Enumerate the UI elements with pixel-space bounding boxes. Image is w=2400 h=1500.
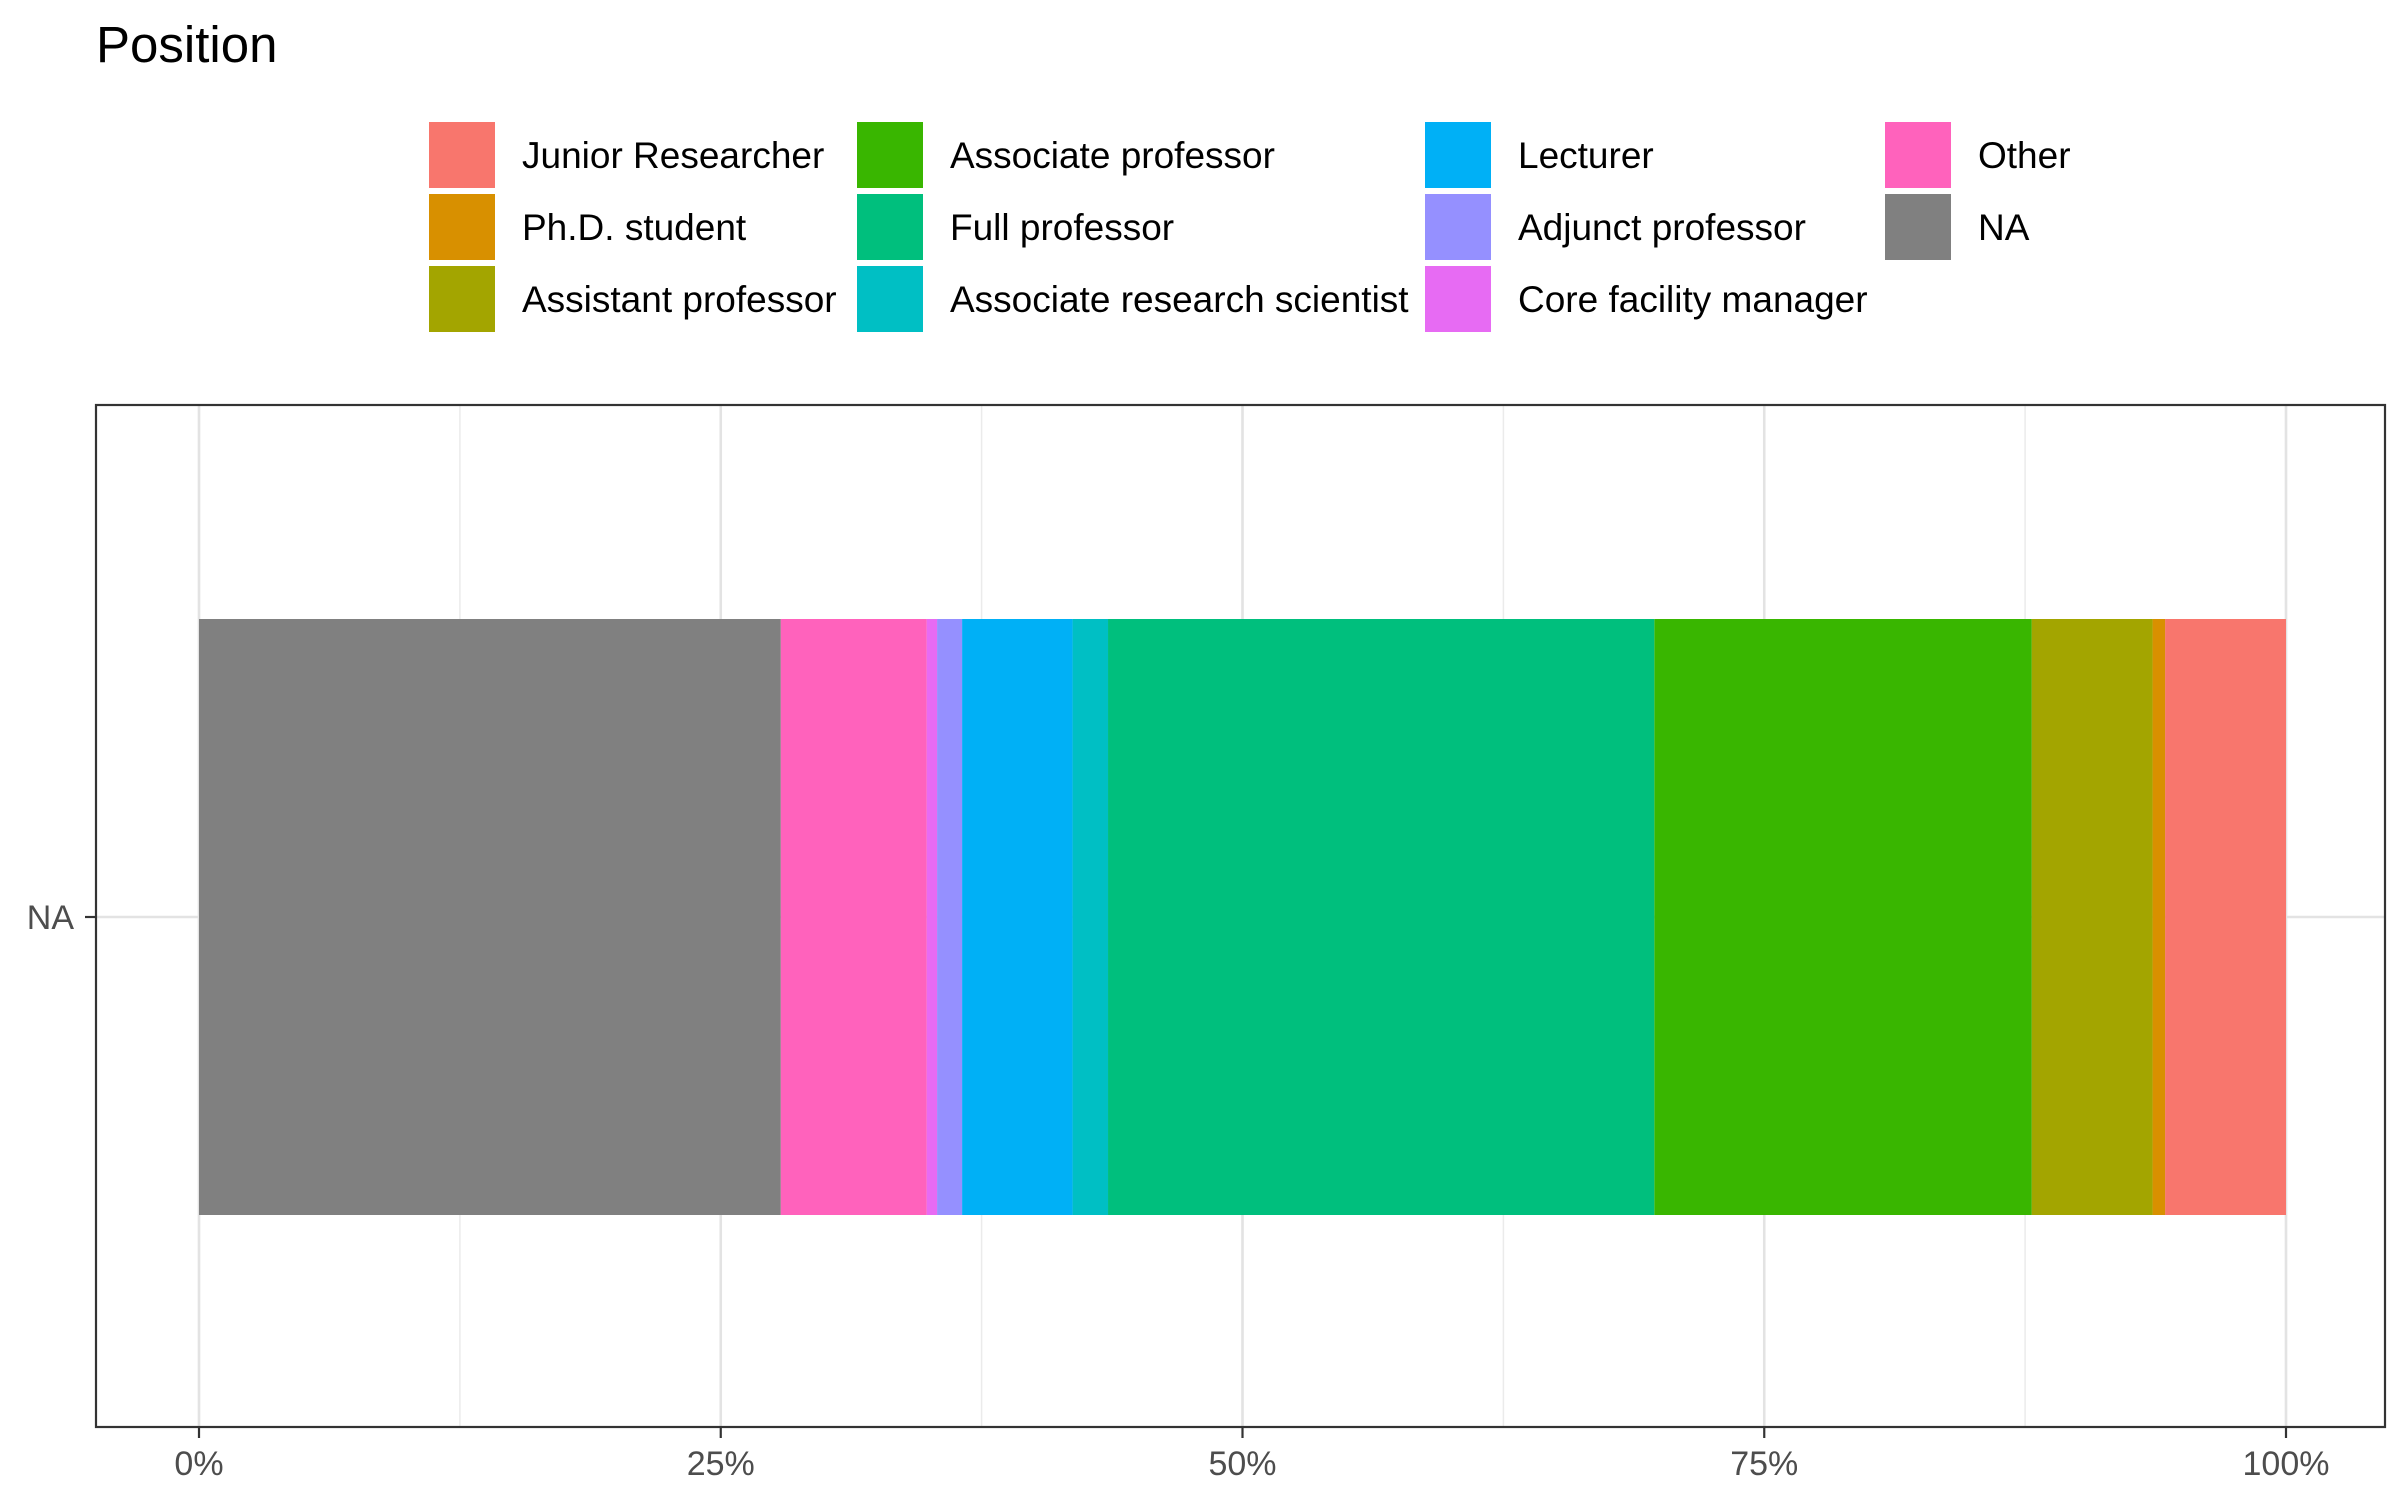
legend-swatch [1885,122,1951,188]
y-tick-label: NA [27,899,75,937]
legend-item-adjunct-professor: Adjunct professor [1425,194,1806,260]
legend-swatch [1425,122,1491,188]
legend-swatch [1425,266,1491,332]
x-tick-label: 75% [1730,1445,1798,1483]
legend-item-associate-research-scientist: Associate research scientist [857,266,1409,332]
legend-label: Associate research scientist [950,279,1409,320]
legend-label: Junior Researcher [522,135,824,176]
legend-item-junior-researcher: Junior Researcher [429,122,824,188]
legend-label: Assistant professor [522,279,837,320]
legend-label: Full professor [950,207,1174,248]
legend: Junior Researcher Ph.D. student Assistant … [429,122,2071,332]
legend-swatch [857,194,923,260]
legend-swatch [1425,194,1491,260]
bar-segment-junior-researcher [2165,619,2286,1215]
bar-segments [199,619,2286,1215]
legend-item-ph-d-student: Ph.D. student [429,194,747,260]
bar-segment-core-facility-manager [926,619,938,1215]
x-tick-label: 50% [1208,1445,1276,1483]
x-tick-label: 0% [174,1445,223,1483]
axes: 0% 25% 50% 75% 100% NA [27,899,2330,1483]
legend-item-na: NA [1885,194,2030,260]
legend-label: Other [1978,135,2071,176]
bar-segment-other [780,619,927,1215]
bar-segment-adjunct-professor [937,619,963,1215]
x-tick-label: 100% [2243,1445,2330,1483]
legend-label: Associate professor [950,135,1275,176]
bar-segment-ph-d-student [2152,619,2166,1215]
bar-segment-na [199,619,781,1215]
x-tick-label: 25% [687,1445,755,1483]
legend-label: Adjunct professor [1518,207,1806,248]
legend-item-full-professor: Full professor [857,194,1174,260]
bar-segment-associate-research-scientist [1072,619,1109,1215]
legend-item-associate-professor: Associate professor [857,122,1275,188]
legend-swatch [429,266,495,332]
legend-item-other: Other [1885,122,2071,188]
legend-label: Core facility manager [1518,279,1868,320]
bar-segment-assistant-professor [2031,619,2153,1215]
legend-swatch [857,122,923,188]
bar-segment-full-professor [1108,619,1655,1215]
legend-label: Ph.D. student [522,207,747,248]
legend-item-lecturer: Lecturer [1425,122,1654,188]
chart-title: Position [96,16,277,73]
legend-swatch [429,122,495,188]
bar-segment-associate-professor [1654,619,2032,1215]
legend-swatch [429,194,495,260]
legend-swatch [1885,194,1951,260]
legend-swatch [857,266,923,332]
bar-segment-lecturer [962,619,1073,1215]
legend-item-core-facility-manager: Core facility manager [1425,266,1868,332]
legend-label: NA [1978,207,2030,248]
legend-label: Lecturer [1518,135,1654,176]
legend-item-assistant-professor: Assistant professor [429,266,837,332]
